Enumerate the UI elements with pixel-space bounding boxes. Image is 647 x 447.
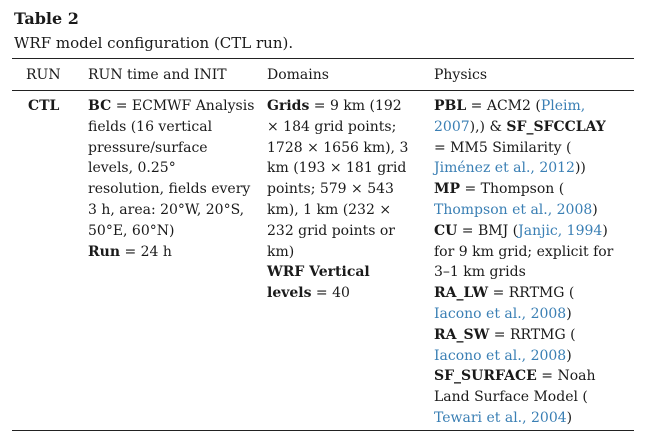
bc-line: 50°E, 60°N) xyxy=(88,222,175,239)
ra-sw-text: = RRTMG ( xyxy=(489,326,576,343)
cu-reference-link[interactable]: Janjic, 1994 xyxy=(518,222,603,239)
cu-line: for 9 km grid; explicit for xyxy=(434,243,614,260)
cu-after: ) xyxy=(602,222,608,239)
bc-line: 3 h, area: 20°W, 20°S, xyxy=(88,201,245,218)
header-run: RUN xyxy=(26,67,61,83)
sf-surface-reference-link[interactable]: Tewari et al., 2004 xyxy=(434,409,567,426)
bc-line: pressure/surface xyxy=(88,139,208,156)
grids-line: km) xyxy=(267,243,295,260)
bc-line: BC = ECMWF Analysis xyxy=(88,96,263,117)
bottom-rule xyxy=(12,430,634,431)
ra-sw-key: RA_SW xyxy=(434,326,490,343)
header-domains: Domains xyxy=(267,67,329,83)
ra-sw-after: ) xyxy=(566,347,572,364)
top-rule xyxy=(12,58,634,59)
grids-line: × 184 grid points; xyxy=(267,118,397,135)
ra-lw-key: RA_LW xyxy=(434,285,489,302)
bc-line: resolution, fields every xyxy=(88,181,251,198)
grids-line: km (193 × 181 grid xyxy=(267,160,407,177)
run-value: CTL xyxy=(28,98,60,114)
header-physics: Physics xyxy=(434,67,488,83)
sfcl-line: Jiménez et al., 2012)) xyxy=(434,158,634,179)
sfcl-line: = MM5 Similarity ( xyxy=(434,139,572,156)
pbl-line: 2007),) & SF_SFCCLAY xyxy=(434,117,634,138)
sf-surface-after: ) xyxy=(566,409,573,426)
vertical-levels-key: WRF Vertical xyxy=(267,264,370,281)
vertical-levels-line: WRF Vertical xyxy=(267,262,432,283)
ra-sw-reference-link[interactable]: Iacono et al., 2008 xyxy=(434,347,567,364)
mp-reference-link[interactable]: Thompson et al., 2008 xyxy=(434,201,593,218)
grids-line: Grids = 9 km (192 xyxy=(267,96,432,117)
sfcl-after: )) xyxy=(574,160,586,177)
ra-sw-line: Iacono et al., 2008) xyxy=(434,346,634,367)
sf-surface-line: Tewari et al., 2004) xyxy=(434,408,634,429)
grids-line: km), 1 km (232 × xyxy=(267,201,392,218)
sf-surface-key: SF_SURFACE xyxy=(434,368,537,385)
grids-line: 1728 × 1656 km), 3 xyxy=(267,139,409,156)
sfcl-reference-link[interactable]: Jiménez et al., 2012 xyxy=(434,160,575,177)
sf-surface-line: Land Surface Model ( xyxy=(434,389,588,406)
sf-surface-line: SF_SURFACE = Noah xyxy=(434,366,634,387)
pbl-reference-year-link[interactable]: 2007 xyxy=(434,118,470,135)
vertical-levels-line: levels = 40 xyxy=(267,283,432,304)
grids-line: 232 grid points or xyxy=(267,222,395,239)
ra-lw-line: RA_LW = RRTMG ( xyxy=(434,283,634,304)
cu-key: CU xyxy=(434,222,458,239)
pbl-after: ),) & xyxy=(469,118,507,135)
ra-lw-text: = RRTMG ( xyxy=(488,285,575,302)
run-length-text: = 24 h xyxy=(120,243,172,260)
table-label: Table 2 xyxy=(14,9,79,28)
ra-lw-reference-link[interactable]: Iacono et al., 2008 xyxy=(434,305,567,322)
bc-line: levels, 0.25° xyxy=(88,160,176,177)
table-caption: WRF model configuration (CTL run). xyxy=(14,34,294,52)
init-cell: BC = ECMWF Analysis fields (16 vertical … xyxy=(88,96,263,262)
header-run-time-init: RUN time and INIT xyxy=(88,67,227,83)
mp-line: MP = Thompson ( xyxy=(434,179,634,200)
run-length-line: Run = 24 h xyxy=(88,242,263,263)
bc-text: = ECMWF Analysis xyxy=(111,98,255,114)
domains-cell: Grids = 9 km (192 × 184 grid points; 172… xyxy=(267,96,432,304)
ra-sw-line: RA_SW = RRTMG ( xyxy=(434,325,634,346)
header-rule xyxy=(12,90,634,91)
mp-line: Thompson et al., 2008) xyxy=(434,200,634,221)
sfcl-key: SF_SFCCLAY xyxy=(506,118,606,135)
physics-cell: PBL = ACM2 (Pleim, 2007),) & SF_SFCCLAY … xyxy=(434,96,634,429)
bc-line: fields (16 vertical xyxy=(88,118,213,135)
mp-after: ) xyxy=(592,201,598,218)
pbl-reference-link[interactable]: Pleim, xyxy=(540,98,586,114)
bc-key: BC xyxy=(88,98,112,114)
cu-line: 3–1 km grids xyxy=(434,264,526,281)
vertical-levels-key: levels xyxy=(267,285,312,302)
cu-line: CU = BMJ (Janjic, 1994) xyxy=(434,221,634,242)
pbl-text: = ACM2 ( xyxy=(466,98,541,114)
ra-lw-line: Iacono et al., 2008) xyxy=(434,304,634,325)
ra-lw-after: ) xyxy=(566,305,572,322)
grids-key: Grids xyxy=(267,98,310,114)
grids-text: = 9 km (192 xyxy=(309,98,402,114)
pbl-key: PBL xyxy=(434,98,467,114)
run-cell: CTL xyxy=(28,96,59,117)
mp-text: = Thompson ( xyxy=(460,181,565,198)
vertical-levels-text: = 40 xyxy=(311,285,350,302)
cu-text: = BMJ ( xyxy=(457,222,519,239)
mp-key: MP xyxy=(434,181,461,198)
sf-surface-text: = Noah xyxy=(536,368,596,385)
run-length-key: Run xyxy=(88,243,120,260)
grids-line: points; 579 × 543 xyxy=(267,181,394,198)
pbl-line: PBL = ACM2 (Pleim, xyxy=(434,96,634,117)
